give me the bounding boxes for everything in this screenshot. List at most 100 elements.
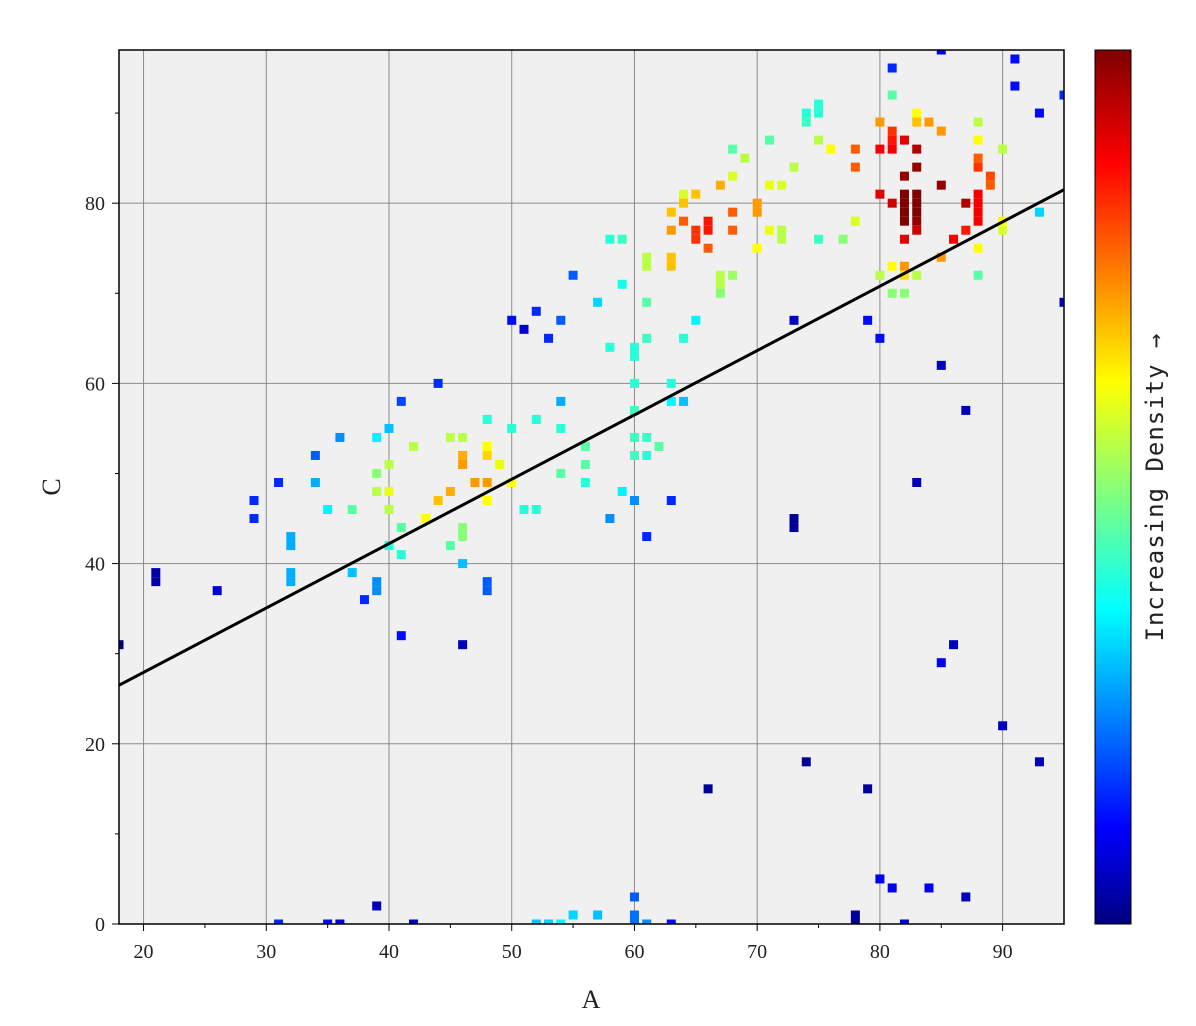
- data-point: [372, 468, 382, 478]
- data-point: [936, 252, 946, 262]
- data-point: [1034, 207, 1044, 217]
- data-point: [703, 784, 713, 794]
- data-point: [912, 162, 922, 172]
- data-point: [580, 441, 590, 451]
- data-point: [666, 261, 676, 271]
- data-point: [274, 919, 284, 924]
- data-point: [887, 198, 897, 208]
- data-point: [899, 135, 909, 145]
- data-point: [887, 63, 897, 73]
- data-point: [642, 450, 652, 460]
- data-point: [973, 270, 983, 280]
- data-point: [507, 477, 517, 487]
- data-point: [1010, 54, 1020, 64]
- data-point: [544, 333, 554, 343]
- data-point: [617, 279, 627, 289]
- data-point: [666, 396, 676, 406]
- data-point: [728, 207, 738, 217]
- data-point: [482, 414, 492, 424]
- data-point: [691, 225, 701, 235]
- data-point: [985, 180, 995, 190]
- data-point: [212, 586, 222, 596]
- plot-area-background: [119, 50, 1064, 924]
- data-point: [949, 640, 959, 650]
- data-point: [899, 919, 909, 924]
- data-point: [396, 396, 406, 406]
- data-point: [629, 496, 639, 506]
- data-point: [887, 90, 897, 100]
- data-point: [629, 342, 639, 352]
- data-point: [458, 532, 468, 542]
- data-point: [789, 315, 799, 325]
- data-point: [679, 396, 689, 406]
- data-point: [912, 108, 922, 118]
- data-point: [556, 919, 566, 924]
- data-point: [850, 919, 860, 924]
- data-point: [347, 568, 357, 578]
- colorbar: [1094, 49, 1132, 925]
- data-point: [912, 270, 922, 280]
- data-point: [359, 595, 369, 605]
- data-point: [899, 171, 909, 181]
- data-point: [458, 640, 468, 650]
- data-point: [580, 477, 590, 487]
- data-point: [666, 225, 676, 235]
- data-point: [752, 207, 762, 217]
- data-point: [384, 487, 394, 497]
- colorbar-label: Increasing Density →: [1141, 333, 1169, 642]
- data-point: [1034, 108, 1044, 118]
- data-point: [703, 243, 713, 253]
- data-point: [912, 198, 922, 208]
- data-point: [372, 432, 382, 442]
- data-point: [899, 189, 909, 199]
- data-point: [899, 234, 909, 244]
- data-point: [752, 243, 762, 253]
- data-point: [151, 568, 161, 578]
- data-point: [912, 207, 922, 217]
- data-point: [728, 144, 738, 154]
- data-point: [899, 270, 909, 280]
- data-point: [973, 153, 983, 163]
- data-point: [544, 919, 554, 924]
- data-point: [396, 631, 406, 641]
- data-point: [838, 234, 848, 244]
- data-point: [642, 333, 652, 343]
- data-point: [605, 514, 615, 524]
- data-point: [850, 144, 860, 154]
- data-point: [875, 144, 885, 154]
- axis-ticks: 20 30 40 50 60 70 80 90 0 20 40 60 80: [85, 112, 1013, 963]
- data-point: [961, 198, 971, 208]
- data-point: [887, 126, 897, 136]
- data-point: [936, 50, 946, 55]
- data-point: [899, 288, 909, 298]
- data-point: [519, 324, 529, 334]
- data-point: [605, 342, 615, 352]
- plot-area-frame: [118, 49, 1065, 925]
- data-point: [899, 216, 909, 226]
- data-point: [335, 919, 345, 924]
- data-point: [715, 270, 725, 280]
- x-tick-label: 40: [379, 941, 399, 963]
- data-point: [887, 144, 897, 154]
- data-point: [568, 910, 578, 920]
- data-point: [912, 189, 922, 199]
- data-point: [568, 270, 578, 280]
- data-point: [433, 496, 443, 506]
- data-point: [691, 234, 701, 244]
- y-tick-label: 60: [85, 373, 105, 395]
- data-point: [961, 405, 971, 415]
- data-point: [691, 315, 701, 325]
- data-point: [482, 477, 492, 487]
- data-point: [286, 568, 296, 578]
- y-axis-title: C: [37, 478, 66, 495]
- data-point: [912, 216, 922, 226]
- x-tick-label: 30: [256, 941, 276, 963]
- x-tick-label: 60: [624, 941, 644, 963]
- data-point: [384, 541, 394, 551]
- data-point: [679, 198, 689, 208]
- data-point: [531, 306, 541, 316]
- data-point: [936, 126, 946, 136]
- data-point: [814, 135, 824, 145]
- data-point: [409, 441, 419, 451]
- data-point: [458, 459, 468, 469]
